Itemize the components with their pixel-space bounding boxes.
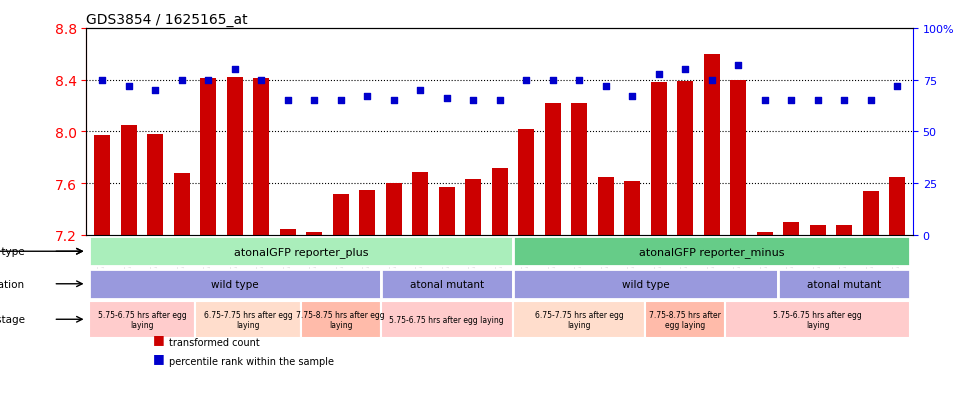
Point	[783, 98, 799, 104]
Bar	[703, 55, 720, 235]
Bar	[756, 233, 773, 235]
Text: atonalGFP reporter_plus: atonalGFP reporter_plus	[234, 246, 368, 257]
Text: transformed count: transformed count	[169, 337, 259, 347]
Point	[651, 71, 666, 78]
Bar	[439, 188, 455, 235]
Bar	[625, 181, 640, 235]
Point	[889, 83, 904, 90]
Bar	[571, 104, 587, 235]
Point	[439, 96, 455, 102]
Bar	[227, 78, 243, 235]
Point	[174, 77, 189, 84]
Point	[121, 83, 136, 90]
FancyBboxPatch shape	[89, 269, 381, 299]
Text: 7.75-8.75 hrs after
egg laying: 7.75-8.75 hrs after egg laying	[650, 310, 721, 329]
Bar	[836, 225, 852, 235]
FancyBboxPatch shape	[195, 301, 301, 338]
Bar	[201, 79, 216, 235]
Bar	[465, 180, 481, 235]
Point	[572, 77, 587, 84]
Point	[810, 98, 825, 104]
Point	[254, 77, 269, 84]
FancyBboxPatch shape	[301, 301, 381, 338]
Bar	[333, 194, 349, 235]
Text: 5.75-6.75 hrs after egg
laying: 5.75-6.75 hrs after egg laying	[774, 310, 862, 329]
Bar	[359, 190, 375, 235]
Text: 7.75-8.75 hrs after egg
laying: 7.75-8.75 hrs after egg laying	[297, 310, 385, 329]
Point	[386, 98, 402, 104]
Text: ■: ■	[153, 351, 164, 364]
Bar	[518, 130, 534, 235]
Text: 6.75-7.75 hrs after egg
laying: 6.75-7.75 hrs after egg laying	[535, 310, 624, 329]
Point	[492, 98, 507, 104]
Point	[863, 98, 878, 104]
Bar	[730, 81, 746, 235]
Bar	[412, 172, 429, 235]
Bar	[94, 136, 111, 235]
Point	[227, 67, 242, 74]
Text: ■: ■	[153, 332, 164, 345]
Point	[95, 77, 111, 84]
Text: wild type: wild type	[622, 279, 669, 289]
Point	[836, 98, 851, 104]
FancyBboxPatch shape	[513, 269, 777, 299]
FancyBboxPatch shape	[513, 237, 910, 266]
FancyBboxPatch shape	[777, 269, 910, 299]
Text: atonal mutant: atonal mutant	[807, 279, 881, 289]
Bar	[147, 135, 163, 235]
Bar	[307, 233, 322, 235]
FancyBboxPatch shape	[381, 269, 513, 299]
Text: atonal mutant: atonal mutant	[409, 279, 483, 289]
Bar	[545, 104, 560, 235]
Point	[280, 98, 295, 104]
Text: 5.75-6.75 hrs after egg
laying: 5.75-6.75 hrs after egg laying	[98, 310, 186, 329]
Point	[201, 77, 216, 84]
Text: genotype/variation: genotype/variation	[0, 279, 25, 289]
Point	[598, 83, 613, 90]
Text: 5.75-6.75 hrs after egg laying: 5.75-6.75 hrs after egg laying	[389, 315, 505, 324]
Bar	[492, 169, 507, 235]
Text: GDS3854 / 1625165_at: GDS3854 / 1625165_at	[86, 12, 248, 26]
Bar	[598, 177, 614, 235]
Point	[465, 98, 480, 104]
FancyBboxPatch shape	[725, 301, 910, 338]
Point	[519, 77, 534, 84]
Bar	[651, 83, 667, 235]
Bar	[280, 229, 296, 235]
Bar	[809, 225, 825, 235]
Bar	[174, 173, 190, 235]
Text: percentile rank within the sample: percentile rank within the sample	[169, 356, 334, 366]
FancyBboxPatch shape	[89, 237, 513, 266]
Text: wild type: wild type	[211, 279, 259, 289]
Bar	[783, 223, 799, 235]
FancyBboxPatch shape	[646, 301, 725, 338]
Point	[333, 98, 349, 104]
Bar	[121, 126, 136, 235]
Bar	[385, 184, 402, 235]
Text: 6.75-7.75 hrs after egg
laying: 6.75-7.75 hrs after egg laying	[204, 310, 292, 329]
Point	[625, 94, 640, 100]
Point	[148, 88, 163, 94]
Bar	[678, 82, 693, 235]
Point	[704, 77, 720, 84]
Point	[412, 88, 428, 94]
FancyBboxPatch shape	[381, 301, 513, 338]
Point	[678, 67, 693, 74]
Point	[359, 94, 375, 100]
Text: development stage: development stage	[0, 314, 25, 325]
Bar	[254, 79, 269, 235]
Point	[307, 98, 322, 104]
Point	[545, 77, 560, 84]
Point	[757, 98, 773, 104]
Bar	[889, 177, 905, 235]
Bar	[863, 192, 878, 235]
Point	[730, 63, 746, 69]
FancyBboxPatch shape	[89, 301, 195, 338]
FancyBboxPatch shape	[513, 301, 646, 338]
Text: atonalGFP reporter_minus: atonalGFP reporter_minus	[639, 246, 784, 257]
Text: cell type: cell type	[0, 247, 25, 256]
